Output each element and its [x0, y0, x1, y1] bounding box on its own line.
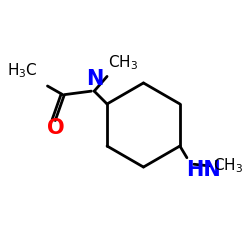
- Text: O: O: [47, 118, 64, 138]
- Text: N: N: [86, 69, 103, 89]
- Text: CH$_3$: CH$_3$: [212, 156, 243, 175]
- Text: HN: HN: [186, 160, 220, 180]
- Text: CH$_3$: CH$_3$: [108, 54, 138, 72]
- Text: H$_3$C: H$_3$C: [8, 61, 38, 80]
